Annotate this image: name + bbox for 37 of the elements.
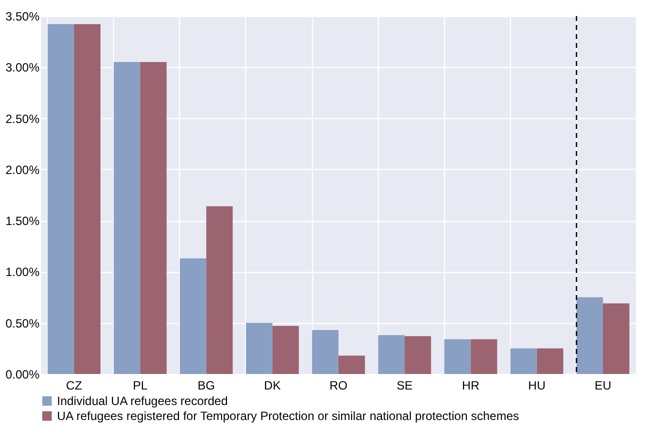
- bar: [338, 356, 365, 374]
- y-tick-label: 1.50%: [5, 214, 40, 228]
- bar: [510, 348, 537, 374]
- x-tick-label: PL: [132, 378, 148, 392]
- bar: [48, 24, 74, 374]
- bar: [114, 62, 140, 374]
- bar: [444, 339, 471, 374]
- bar: [180, 258, 206, 374]
- y-tick-label: 0.50%: [5, 316, 40, 330]
- x-tick-label: HU: [528, 378, 546, 392]
- bar: [140, 62, 167, 374]
- x-tick-label: BG: [198, 378, 215, 392]
- bar: [206, 206, 233, 374]
- legend-label: Individual UA refugees recorded: [57, 394, 228, 408]
- y-tick-label: 2.00%: [5, 162, 40, 177]
- x-tick-label: CZ: [66, 378, 82, 392]
- y-tick-label: 0.00%: [5, 368, 40, 382]
- bar: [576, 297, 603, 374]
- bar: [536, 348, 564, 374]
- y-tick-label: 2.50%: [5, 112, 40, 126]
- x-tick-label: SE: [396, 378, 413, 392]
- y-tick-label: 1.00%: [5, 265, 40, 280]
- bar: [602, 303, 630, 374]
- bar: [246, 322, 272, 374]
- bar: [470, 339, 498, 374]
- x-tick-label: DK: [264, 378, 281, 392]
- x-tick-label: RO: [330, 378, 348, 392]
- x-tick-label: EU: [594, 378, 612, 392]
- legend-label: UA refugees registered for Temporary Protection or similar national protection schemes: [57, 409, 519, 423]
- y-tick-label: 3.50%: [5, 10, 40, 24]
- x-tick-label: HR: [462, 378, 480, 392]
- bar: [378, 335, 405, 374]
- bar: [272, 326, 299, 374]
- y-tick-label: 3.00%: [5, 60, 40, 75]
- bar: [404, 336, 432, 374]
- bar: [312, 330, 338, 374]
- bar: [74, 24, 100, 374]
